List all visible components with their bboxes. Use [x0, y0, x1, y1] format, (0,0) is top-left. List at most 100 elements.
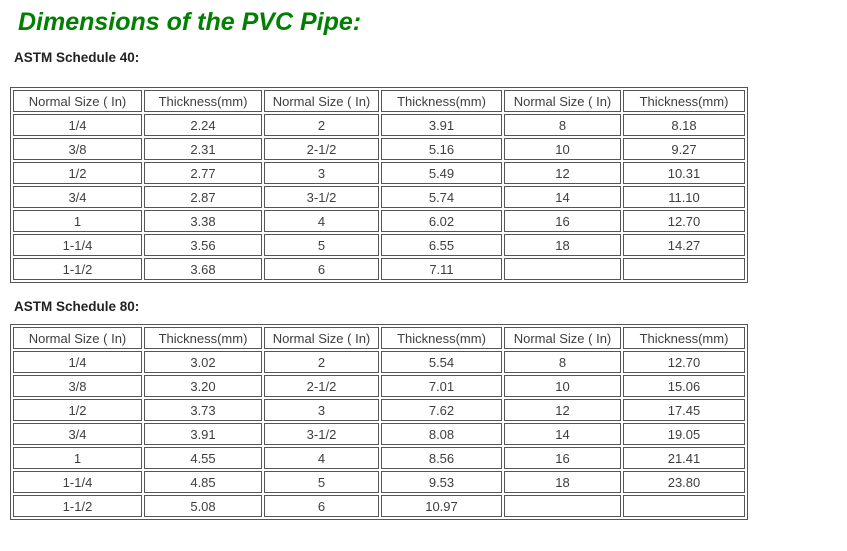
cell-normal-size: 2	[264, 114, 379, 136]
cell-thickness: 14.27	[623, 234, 745, 256]
cell-thickness: 23.80	[623, 471, 745, 493]
table-row: 1/4 2.24 2 3.91 8 8.18	[13, 114, 745, 136]
schedule-80-table: Normal Size ( In) Thickness(mm) Normal Siz…	[10, 324, 748, 520]
cell-thickness: 9.53	[381, 471, 502, 493]
cell-normal-size: 4	[264, 210, 379, 232]
cell-normal-size: 3/4	[13, 186, 142, 208]
cell-normal-size: 12	[504, 399, 621, 421]
schedule-80-heading: ASTM Schedule 80:	[14, 299, 140, 314]
cell-thickness: 7.01	[381, 375, 502, 397]
cell-thickness: 7.62	[381, 399, 502, 421]
cell-normal-size: 12	[504, 162, 621, 184]
cell-thickness: 6.55	[381, 234, 502, 256]
cell-thickness: 2.24	[144, 114, 262, 136]
column-header-thickness: Thickness(mm)	[623, 327, 745, 349]
cell-thickness: 12.70	[623, 210, 745, 232]
cell-thickness: 4.85	[144, 471, 262, 493]
cell-normal-size: 6	[264, 495, 379, 517]
cell-thickness: 7.11	[381, 258, 502, 280]
table-row: 3/8 2.31 2-1/2 5.16 10 9.27	[13, 138, 745, 160]
cell-normal-size: 1-1/4	[13, 234, 142, 256]
column-header-thickness: Thickness(mm)	[381, 327, 502, 349]
table-row: 1-1/4 3.56 5 6.55 18 14.27	[13, 234, 745, 256]
cell-normal-size: 18	[504, 234, 621, 256]
cell-normal-size: 2	[264, 351, 379, 373]
cell-thickness: 3.02	[144, 351, 262, 373]
cell-normal-size: 1/2	[13, 162, 142, 184]
cell-normal-size	[504, 495, 621, 517]
column-header-normal-size: Normal Size ( In)	[504, 90, 621, 112]
cell-normal-size: 4	[264, 447, 379, 469]
schedule-40-heading: ASTM Schedule 40:	[14, 50, 140, 65]
column-header-thickness: Thickness(mm)	[623, 90, 745, 112]
cell-thickness: 3.91	[381, 114, 502, 136]
cell-thickness: 2.77	[144, 162, 262, 184]
cell-normal-size: 3	[264, 399, 379, 421]
table-row: 1/2 3.73 3 7.62 12 17.45	[13, 399, 745, 421]
cell-normal-size: 8	[504, 351, 621, 373]
column-header-normal-size: Normal Size ( In)	[264, 90, 379, 112]
cell-thickness: 10.31	[623, 162, 745, 184]
cell-normal-size: 3/8	[13, 375, 142, 397]
cell-normal-size: 1/4	[13, 351, 142, 373]
cell-thickness: 5.54	[381, 351, 502, 373]
schedule-80-section: ASTM Schedule 80: Normal Size ( In) Thick…	[10, 299, 837, 520]
cell-normal-size: 3-1/2	[264, 423, 379, 445]
cell-normal-size: 18	[504, 471, 621, 493]
column-header-normal-size: Normal Size ( In)	[13, 90, 142, 112]
column-header-thickness: Thickness(mm)	[144, 327, 262, 349]
cell-thickness	[623, 495, 745, 517]
cell-normal-size: 14	[504, 423, 621, 445]
table-row: 1-1/2 5.08 6 10.97	[13, 495, 745, 517]
column-header-normal-size: Normal Size ( In)	[504, 327, 621, 349]
cell-thickness: 4.55	[144, 447, 262, 469]
cell-thickness: 5.16	[381, 138, 502, 160]
cell-normal-size: 16	[504, 210, 621, 232]
column-header-thickness: Thickness(mm)	[381, 90, 502, 112]
column-header-normal-size: Normal Size ( In)	[13, 327, 142, 349]
cell-thickness: 8.56	[381, 447, 502, 469]
cell-normal-size: 2-1/2	[264, 375, 379, 397]
header-row: Normal Size ( In) Thickness(mm) Normal Siz…	[13, 327, 745, 349]
table-row: 3/4 3.91 3-1/2 8.08 14 19.05	[13, 423, 745, 445]
cell-normal-size: 6	[264, 258, 379, 280]
cell-thickness: 19.05	[623, 423, 745, 445]
cell-thickness: 15.06	[623, 375, 745, 397]
cell-normal-size: 1	[13, 210, 142, 232]
cell-normal-size: 3/4	[13, 423, 142, 445]
cell-thickness: 2.31	[144, 138, 262, 160]
cell-normal-size: 8	[504, 114, 621, 136]
cell-normal-size: 2-1/2	[264, 138, 379, 160]
cell-normal-size: 1/2	[13, 399, 142, 421]
table-row: 1-1/2 3.68 6 7.11	[13, 258, 745, 280]
table-row: 1/4 3.02 2 5.54 8 12.70	[13, 351, 745, 373]
cell-normal-size: 1-1/2	[13, 258, 142, 280]
cell-thickness: 2.87	[144, 186, 262, 208]
cell-normal-size: 3/8	[13, 138, 142, 160]
cell-normal-size: 1	[13, 447, 142, 469]
cell-thickness: 12.70	[623, 351, 745, 373]
cell-thickness: 9.27	[623, 138, 745, 160]
cell-thickness: 8.18	[623, 114, 745, 136]
column-header-thickness: Thickness(mm)	[144, 90, 262, 112]
cell-thickness: 8.08	[381, 423, 502, 445]
cell-thickness: 3.20	[144, 375, 262, 397]
cell-normal-size: 1-1/2	[13, 495, 142, 517]
page-title: Dimensions of the PVC Pipe:	[18, 8, 362, 36]
page: Dimensions of the PVC Pipe: ASTM Schedul…	[10, 8, 837, 520]
cell-normal-size: 1/4	[13, 114, 142, 136]
header-row: Normal Size ( In) Thickness(mm) Normal Siz…	[13, 90, 745, 112]
cell-normal-size: 14	[504, 186, 621, 208]
cell-thickness: 5.49	[381, 162, 502, 184]
cell-normal-size: 3-1/2	[264, 186, 379, 208]
table-row: 1/2 2.77 3 5.49 12 10.31	[13, 162, 745, 184]
table-row: 1-1/4 4.85 5 9.53 18 23.80	[13, 471, 745, 493]
cell-normal-size: 1-1/4	[13, 471, 142, 493]
table-row: 1 3.38 4 6.02 16 12.70	[13, 210, 745, 232]
cell-normal-size: 16	[504, 447, 621, 469]
cell-thickness: 3.91	[144, 423, 262, 445]
cell-thickness: 5.08	[144, 495, 262, 517]
cell-thickness: 10.97	[381, 495, 502, 517]
cell-thickness: 5.74	[381, 186, 502, 208]
cell-normal-size: 5	[264, 234, 379, 256]
